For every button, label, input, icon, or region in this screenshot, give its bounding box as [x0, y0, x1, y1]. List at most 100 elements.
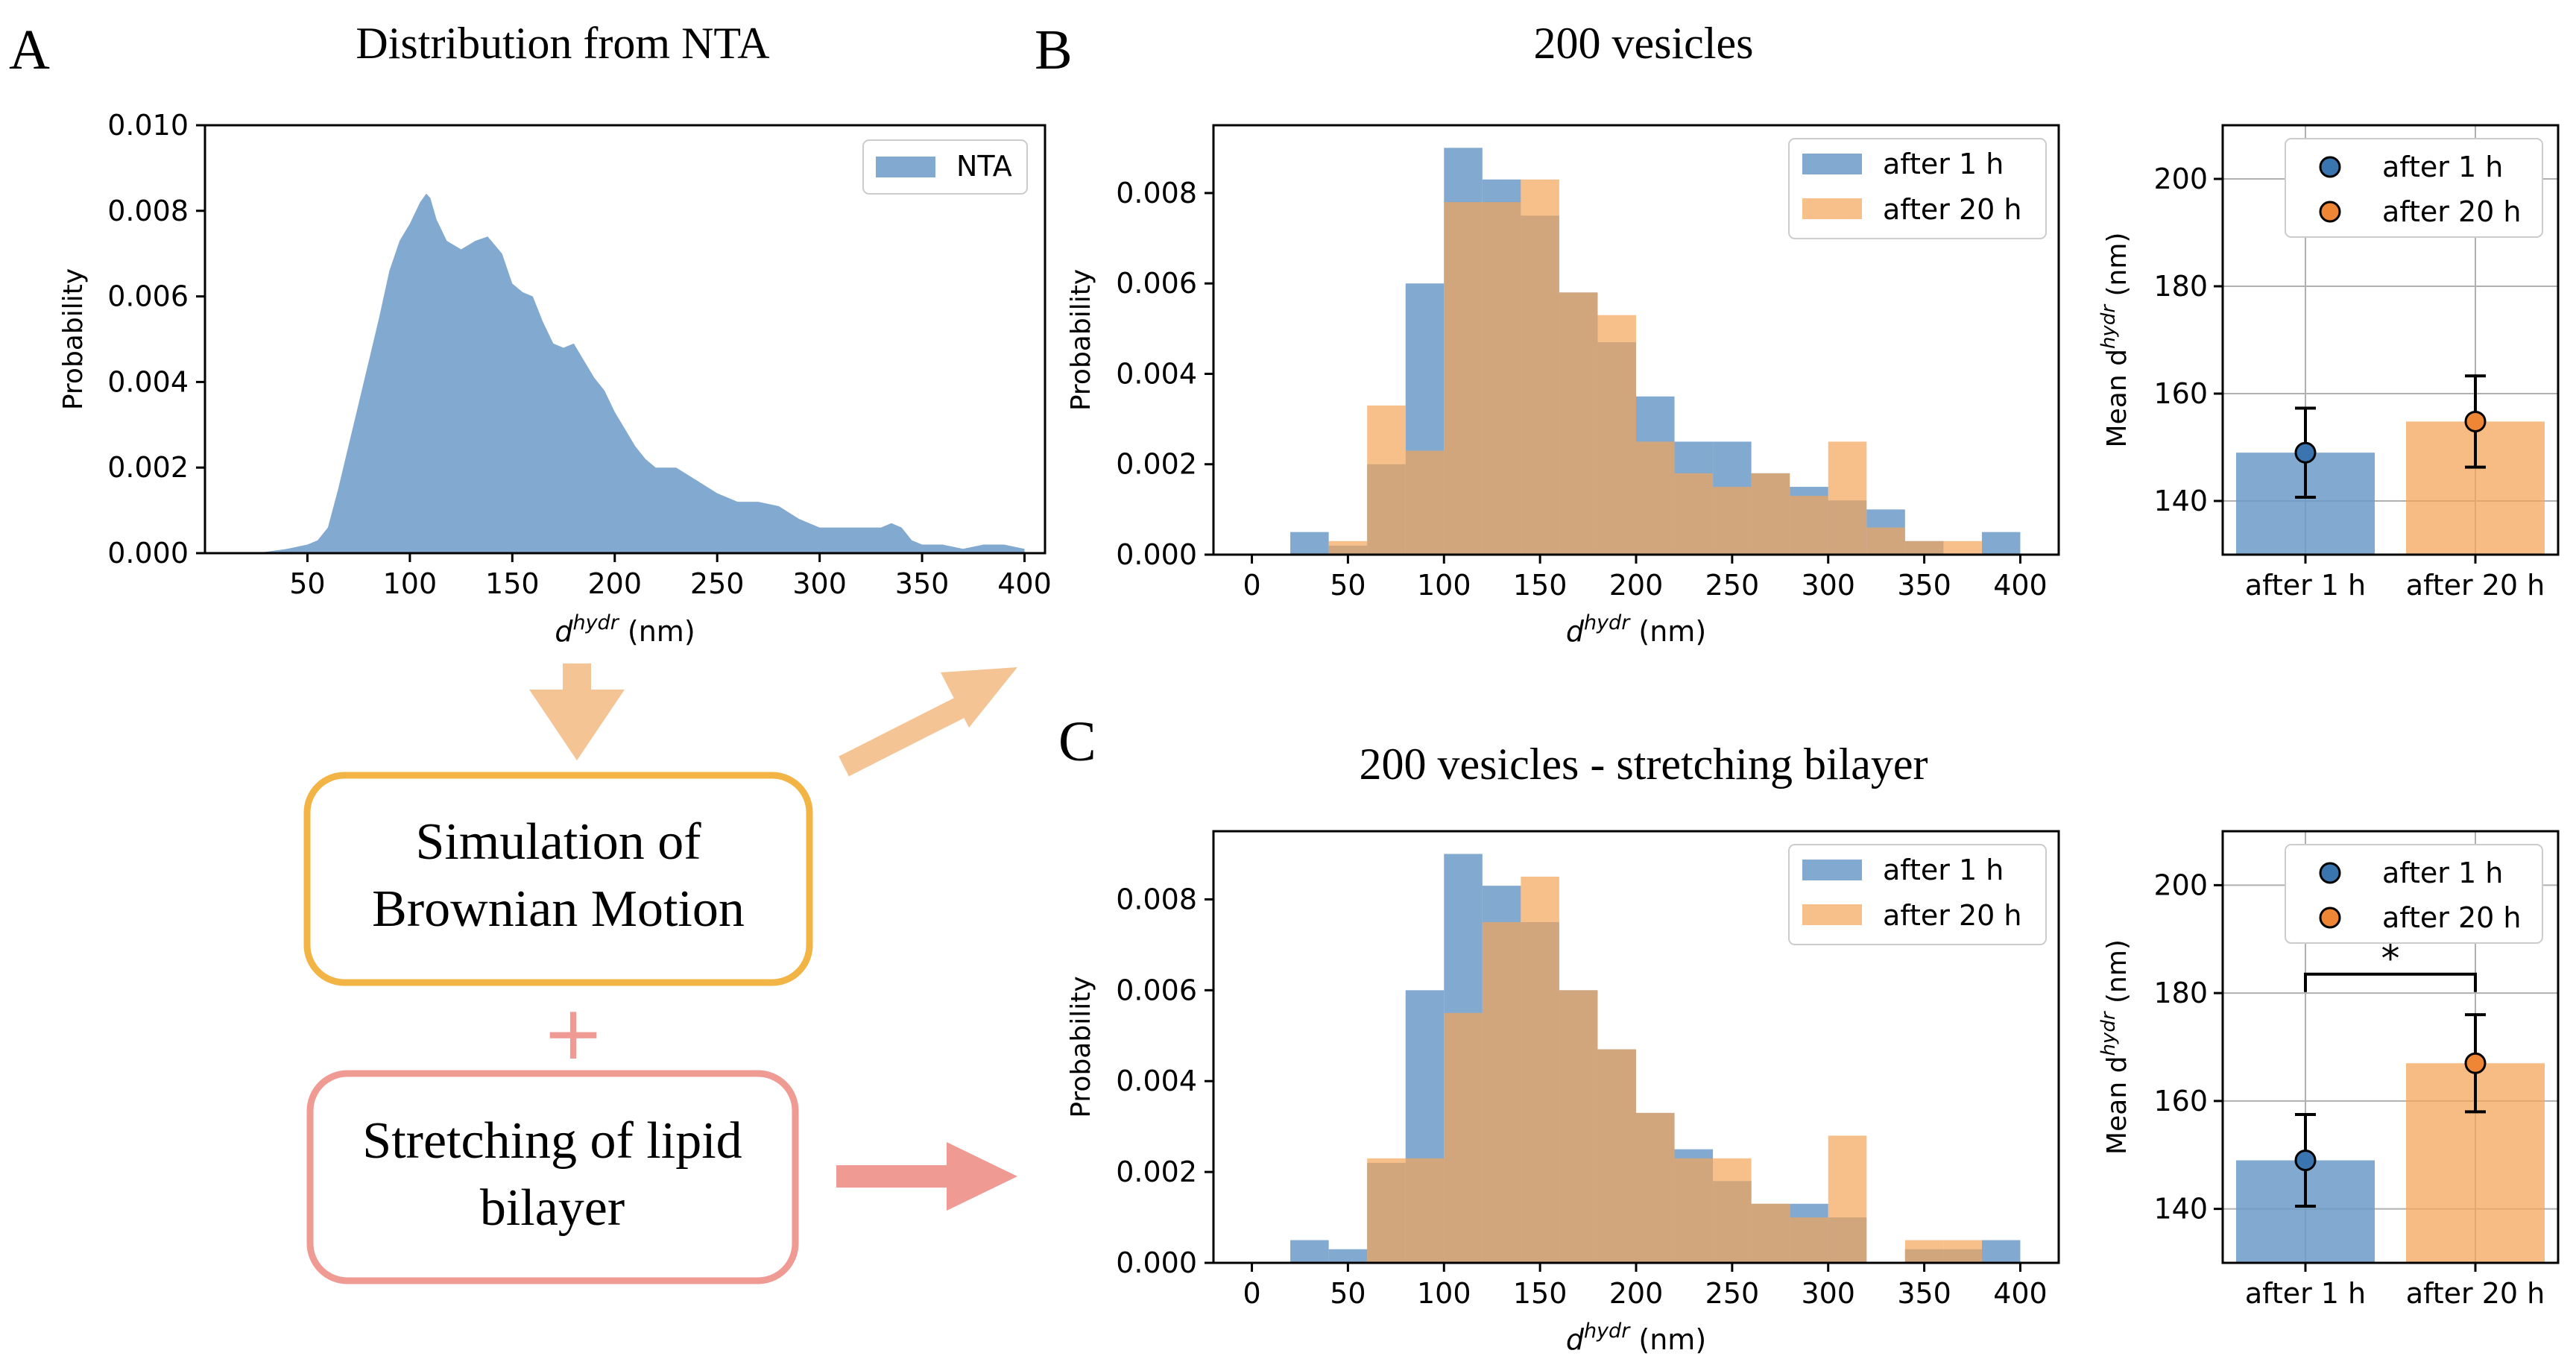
hist-bar-after-20h [1866, 527, 1905, 555]
hist-bar-after-20h [1674, 1158, 1714, 1263]
y-axis-label: Mean dhydr (nm) [2097, 233, 2133, 448]
hist-bar-after-1h [1290, 532, 1329, 555]
y-axis-label: Probability [1066, 269, 1096, 411]
hist-bar-after-20h [1943, 540, 1982, 555]
hist-bar-after-20h [1790, 496, 1828, 555]
simulation-label-line2: Brownian Motion [372, 880, 745, 938]
chart-nta-distribution: Distribution from NTA 50 100 150 200 250 300 35… [58, 19, 1052, 648]
stretching-label-line2: bilayer [480, 1179, 625, 1237]
significance-star: * [2381, 937, 2400, 980]
y-tick-label: 0.008 [107, 195, 189, 227]
y-tick-label: 0.002 [1116, 1156, 1197, 1188]
hist-bar-after-20h [1367, 1158, 1406, 1263]
hist-bar-after-20h [1559, 990, 1598, 1263]
legend-label-after-20h: after 20 h [1883, 899, 2022, 932]
axes-frame [203, 124, 1046, 555]
mean-point-after-20h [2464, 410, 2487, 432]
right-arrow-shaft [836, 1165, 956, 1188]
hist-bar-after-20h [1521, 876, 1559, 1263]
legend-swatch-after-20h [1802, 904, 1862, 925]
diagonal-arrow-shaft [839, 696, 967, 777]
y-axis-label: Mean dhydr (nm) [2097, 939, 2133, 1155]
axes-frame [2221, 830, 2560, 1264]
hist-bar-after-20h [1828, 1135, 1867, 1263]
x-tick-label: 50 [1330, 569, 1366, 602]
hist-bar-after-20h [1751, 473, 1790, 555]
hist-bar-after-20h [1790, 1217, 1828, 1263]
hist-bar-after-20h [1636, 1112, 1675, 1263]
flow-diagram: Simulation of Brownian Motion + Stretchi… [303, 663, 1017, 1284]
legend-label-after-20h: after 20 h [2382, 195, 2522, 228]
hist-bar-after-20h [1559, 292, 1598, 555]
y-axis-label: Probability [58, 268, 89, 410]
hist-bar-after-20h [1904, 1240, 1944, 1263]
plus-sign: + [542, 989, 604, 1076]
legend-box [2285, 138, 2543, 238]
panel-letter-b: B [1035, 19, 1073, 81]
hist-bar-after-1h [1290, 1240, 1329, 1263]
y-tick-label: 0.004 [1116, 1065, 1197, 1097]
y-tick-label: 0.004 [1116, 357, 1197, 390]
legend-label-after-20h: after 20 h [2382, 901, 2522, 934]
x-tick-label: 300 [792, 567, 847, 600]
x-tick-label: 400 [1993, 1277, 2048, 1310]
x-tick-label: 350 [1897, 1277, 1951, 1310]
y-tick-label: 0.008 [1116, 177, 1197, 209]
x-tick-label: 200 [1609, 569, 1664, 602]
hist-bar-after-20h [1597, 1049, 1636, 1263]
chart-title: 200 vesicles [1534, 19, 1754, 68]
hist-bar-after-1h [1981, 532, 2021, 555]
x-tick-label: after 20 h [2406, 569, 2545, 602]
legend-label-nta: NTA [956, 150, 1012, 183]
x-tick-label: after 1 h [2245, 569, 2366, 602]
x-tick-label: 0 [1243, 569, 1260, 602]
legend-box [2285, 844, 2543, 944]
x-axis-label: dhydr (nm) [1566, 611, 1706, 648]
x-tick-label: 400 [1993, 569, 2048, 602]
x-tick-label: 0 [1243, 1277, 1260, 1310]
x-tick-label: 150 [1513, 569, 1568, 602]
x-tick-label: 300 [1801, 1277, 1855, 1310]
x-tick-label: 50 [1330, 1277, 1366, 1310]
hist-bar-after-20h [1482, 202, 1521, 555]
hist-bar-after-20h [1444, 202, 1483, 555]
hist-bar-after-20h [1328, 540, 1368, 555]
y-tick-label: 180 [2153, 270, 2208, 303]
y-tick-label: 0.006 [1116, 267, 1197, 300]
hist-bar-after-20h [1405, 450, 1445, 555]
y-tick-label: 0.002 [1116, 448, 1197, 481]
legend-label-after-1h: after 1 h [1883, 148, 2004, 180]
hist-bar-after-20h [1904, 540, 1944, 555]
significance-bracket [2304, 972, 2477, 992]
chart-stretching-bilayer-mean: 140 160 180 200 after 1 h after 20 h Mean dhyd… [2097, 830, 2560, 1310]
legend-swatch-after-1h [1802, 154, 1862, 174]
hist-bar-after-20h [1713, 487, 1752, 555]
y-tick-label: 0.000 [107, 537, 189, 570]
y-tick-label: 160 [2153, 1085, 2208, 1117]
chart-200-vesicles-mean: 140 160 180 200 after 1 h after 20 h Mean dhyd… [2097, 124, 2560, 602]
legend-label-after-1h: after 1 h [2382, 151, 2503, 183]
y-tick-label: 180 [2153, 977, 2208, 1009]
y-tick-label: 0.006 [107, 280, 189, 313]
legend-label-after-1h: after 1 h [2382, 857, 2503, 889]
stretching-label-line1: Stretching of lipid [362, 1112, 742, 1170]
y-tick-label: 0.010 [107, 109, 189, 142]
hist-bar-after-20h [1828, 441, 1867, 555]
y-tick-label: 0.004 [107, 365, 189, 398]
down-arrow-head-icon [529, 690, 625, 760]
x-tick-label: 300 [1801, 569, 1855, 602]
y-axis-label: Probability [1066, 976, 1096, 1117]
legend-swatch-nta [876, 157, 935, 177]
x-tick-label: 100 [1417, 569, 1471, 602]
x-tick-label: 250 [1705, 569, 1760, 602]
mean-point-after-20h [2464, 1052, 2487, 1074]
diagonal-arrow-head-icon [941, 667, 1017, 728]
axes-frame [2221, 124, 2560, 556]
x-tick-label: 150 [485, 567, 540, 600]
legend-marker-after-1h [2319, 156, 2341, 178]
simulation-box [303, 772, 813, 986]
chart-stretching-bilayer: 200 vesicles - stretching bilayer 0 50 100 1… [1066, 740, 2060, 1356]
hist-bar-after-20h [1713, 1158, 1752, 1263]
legend-label-after-1h: after 1 h [1883, 854, 2004, 886]
hist-bar-after-20h [1444, 1012, 1483, 1263]
